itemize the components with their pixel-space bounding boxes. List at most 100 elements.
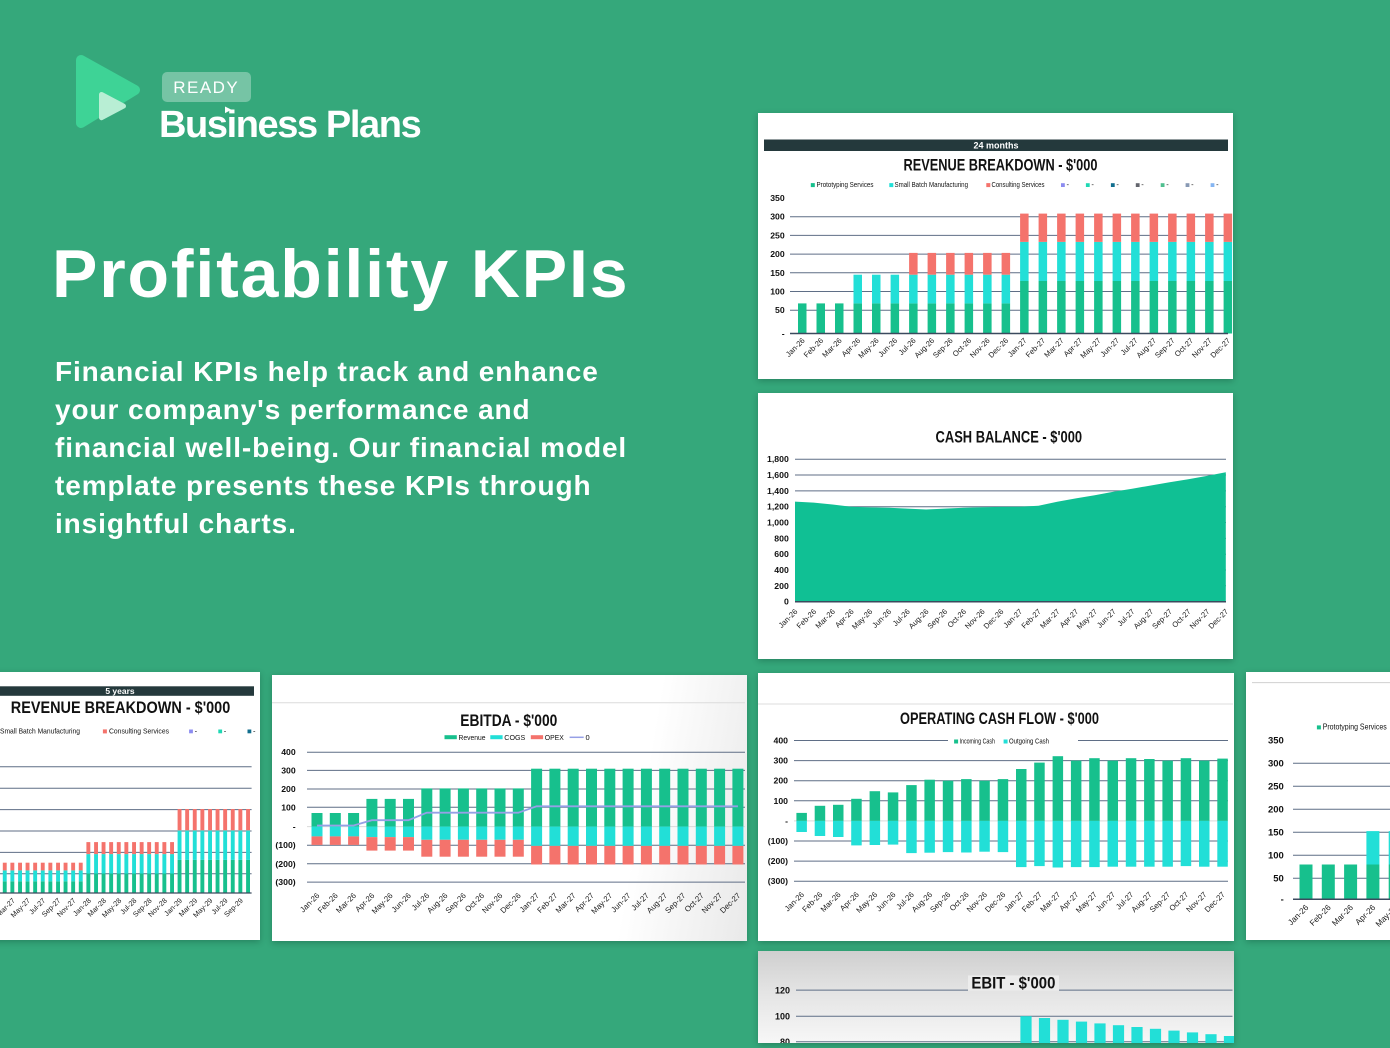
svg-text:300: 300 (1268, 759, 1284, 770)
svg-text:(200): (200) (275, 859, 295, 869)
svg-text:EBIT - $'000: EBIT - $'000 (971, 975, 1055, 993)
svg-text:CASH BALANCE - $'000: CASH BALANCE - $'000 (936, 427, 1083, 446)
svg-text:-: - (293, 822, 296, 832)
svg-text:-: - (782, 329, 785, 339)
svg-text:-: - (1216, 180, 1219, 189)
svg-text:100: 100 (773, 796, 788, 806)
svg-text:Sep-27: Sep-27 (1153, 336, 1177, 360)
svg-text:Mar-26: Mar-26 (820, 336, 843, 359)
svg-text:24 months: 24 months (973, 141, 1018, 151)
svg-text:200: 200 (770, 249, 785, 259)
svg-text:-: - (1191, 180, 1194, 189)
svg-text:Mar-27: Mar-27 (1038, 607, 1061, 630)
svg-text:200: 200 (281, 784, 296, 794)
svg-text:-: - (224, 726, 227, 735)
svg-text:REVENUE BREAKDOWN - $'000: REVENUE BREAKDOWN - $'000 (11, 698, 231, 717)
svg-text:May-26: May-26 (850, 607, 874, 631)
svg-text:1,400: 1,400 (767, 486, 789, 496)
svg-text:1,000: 1,000 (767, 517, 789, 527)
svg-text:Mar-26: Mar-26 (819, 890, 843, 914)
svg-text:50: 50 (775, 305, 785, 315)
svg-text:Mar-26: Mar-26 (814, 607, 837, 630)
svg-text:200: 200 (774, 581, 789, 591)
svg-text:Prototyping Services: Prototyping Services (1323, 722, 1387, 731)
svg-text:200: 200 (1268, 805, 1284, 816)
svg-text:Small Batch Manufacturing: Small Batch Manufacturing (0, 726, 80, 735)
svg-text:350: 350 (770, 193, 785, 203)
svg-text:Feb-27: Feb-27 (1020, 607, 1043, 630)
svg-text:Sep-27: Sep-27 (1150, 607, 1174, 631)
svg-text:Small Batch Manufacturing: Small Batch Manufacturing (895, 180, 969, 189)
svg-text:Dec-27: Dec-27 (1209, 336, 1233, 360)
svg-text:(200): (200) (768, 856, 788, 866)
svg-text:May-26: May-26 (856, 336, 880, 360)
svg-text:(300): (300) (275, 877, 295, 887)
svg-text:1,200: 1,200 (767, 501, 789, 511)
svg-text:150: 150 (1268, 828, 1284, 839)
svg-text:May-27: May-27 (1078, 336, 1102, 360)
svg-text:-: - (1281, 895, 1284, 906)
svg-text:Dec-26: Dec-26 (987, 336, 1011, 360)
svg-text:Sep-27: Sep-27 (663, 891, 687, 915)
svg-text:Outgoing Cash: Outgoing Cash (1009, 737, 1049, 746)
svg-text:250: 250 (1268, 782, 1284, 793)
svg-text:Dec-27: Dec-27 (1203, 890, 1227, 914)
svg-text:0: 0 (586, 733, 590, 742)
svg-text:800: 800 (774, 533, 789, 543)
svg-text:Jun-27: Jun-27 (1098, 336, 1121, 359)
svg-text:May-27: May-27 (1075, 607, 1099, 631)
svg-text:-: - (1116, 180, 1119, 189)
svg-text:(100): (100) (768, 836, 788, 846)
svg-text:Jun-27: Jun-27 (1095, 607, 1118, 630)
svg-text:REVENUE BREAKDOWN - $'000: REVENUE BREAKDOWN - $'000 (904, 156, 1098, 175)
svg-text:(300): (300) (768, 876, 788, 886)
svg-text:1,800: 1,800 (767, 454, 789, 464)
svg-text:600: 600 (774, 549, 789, 559)
svg-text:100: 100 (775, 1012, 790, 1022)
svg-text:Sep-26: Sep-26 (931, 336, 955, 360)
svg-text:-: - (1166, 180, 1169, 189)
svg-text:50: 50 (1273, 874, 1284, 885)
svg-text:-: - (1091, 180, 1094, 189)
svg-text:80: 80 (780, 1037, 790, 1043)
svg-text:100: 100 (281, 802, 296, 812)
svg-text:200: 200 (773, 776, 788, 786)
svg-text:Jun-26: Jun-26 (390, 891, 413, 914)
svg-text:Prototyping Services: Prototyping Services (817, 180, 874, 189)
svg-text:120: 120 (775, 986, 790, 996)
svg-text:OPEX: OPEX (545, 733, 564, 742)
svg-text:300: 300 (773, 756, 788, 766)
svg-text:100: 100 (770, 287, 785, 297)
svg-text:-: - (1141, 180, 1144, 189)
svg-text:May-26: May-26 (1374, 903, 1390, 929)
svg-text:Dec-26: Dec-26 (982, 607, 1006, 631)
svg-text:Mar-26: Mar-26 (1330, 903, 1355, 928)
svg-text:100: 100 (1268, 851, 1284, 862)
svg-text:Sep-27: Sep-27 (1148, 890, 1172, 914)
svg-text:Feb-26: Feb-26 (1308, 903, 1333, 928)
svg-text:(100): (100) (275, 840, 295, 850)
svg-text:0: 0 (784, 596, 789, 606)
svg-text:Jun-27: Jun-27 (1094, 890, 1117, 913)
svg-text:Consulting Services: Consulting Services (109, 726, 169, 735)
svg-text:-: - (253, 726, 256, 735)
svg-text:Mar-27: Mar-27 (1042, 336, 1065, 359)
svg-text:Incoming Cash: Incoming Cash (959, 737, 995, 746)
svg-text:Mar-26: Mar-26 (334, 891, 358, 915)
svg-text:Jun-27: Jun-27 (609, 891, 632, 914)
svg-text:Jun-26: Jun-26 (870, 607, 893, 630)
svg-text:250: 250 (770, 230, 785, 240)
svg-text:Jun-26: Jun-26 (874, 890, 897, 913)
svg-text:300: 300 (281, 765, 296, 775)
svg-text:Sep-26: Sep-26 (928, 890, 952, 914)
svg-text:Consulting Services: Consulting Services (992, 180, 1045, 189)
svg-text:5 years: 5 years (105, 686, 135, 696)
svg-text:-: - (785, 816, 788, 826)
svg-text:350: 350 (1268, 736, 1284, 747)
svg-text:EBITDA - $'000: EBITDA - $'000 (460, 711, 557, 730)
svg-text:300: 300 (770, 212, 785, 222)
svg-text:400: 400 (774, 565, 789, 575)
svg-text:Dec-27: Dec-27 (718, 891, 742, 915)
svg-text:400: 400 (773, 736, 788, 746)
svg-text:150: 150 (770, 268, 785, 278)
